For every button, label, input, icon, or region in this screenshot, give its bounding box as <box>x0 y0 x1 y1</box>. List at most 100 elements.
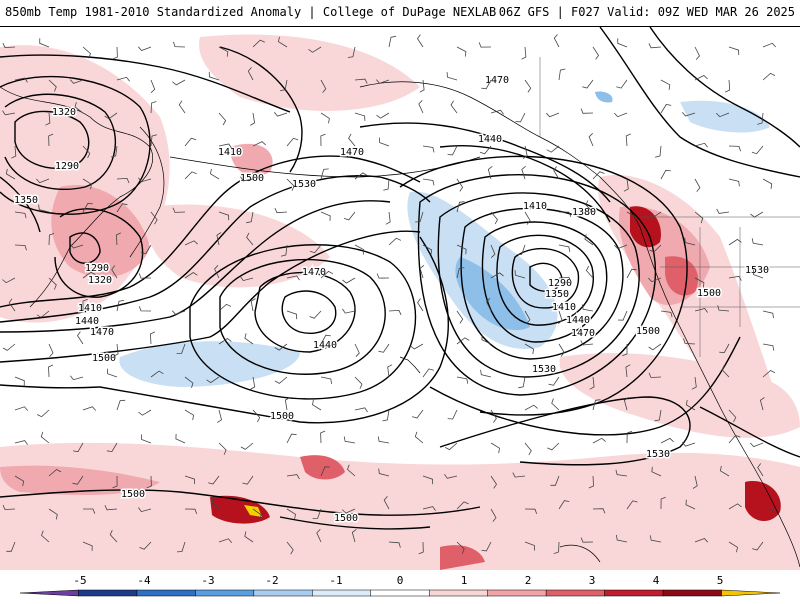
wind-barb <box>83 508 96 514</box>
wind-barb <box>660 496 666 510</box>
colorbar-tick-label: 3 <box>589 574 596 587</box>
wind-barb <box>377 436 390 444</box>
contour-southwest-1500 <box>0 384 101 389</box>
anomaly-cold-north-spot <box>595 91 613 103</box>
colorbar-tick-label: 0 <box>397 574 404 587</box>
wind-barb <box>694 211 704 224</box>
wind-barb <box>553 34 560 48</box>
wind-barb <box>456 267 465 279</box>
map-title: 850mb Temp 1981-2010 Standardized Anomal… <box>5 5 497 19</box>
wind-barb <box>546 112 560 118</box>
wind-barb <box>553 541 560 554</box>
wind-barb <box>210 168 220 180</box>
wind-barb <box>759 397 765 411</box>
contour-label: 1350 <box>545 289 569 300</box>
wind-barb <box>82 202 93 213</box>
wind-barb <box>490 508 497 522</box>
wind-barb <box>512 472 526 478</box>
wind-barb <box>685 499 696 510</box>
contour-label: 1530 <box>292 179 316 190</box>
weather-map[interactable]: 1320 1290 1350 1410 1500 1470 1530 1290 1320 1410… <box>0 27 800 570</box>
contour-east-low-1410 <box>460 207 624 360</box>
wind-barb <box>218 112 227 126</box>
wind-barb <box>626 211 637 223</box>
contour-nw-low <box>69 232 101 264</box>
contour-label: 1410 <box>78 303 102 314</box>
wind-barb <box>648 372 662 378</box>
colorbar-segments <box>19 589 781 597</box>
wind-barb <box>762 42 776 48</box>
wind-barb <box>558 244 571 252</box>
wind-barb <box>648 43 662 49</box>
wind-barb <box>112 475 118 489</box>
wind-barb <box>206 376 220 384</box>
wind-barb <box>550 475 560 486</box>
contour-west-band-1500 <box>0 230 421 363</box>
wind-barb <box>82 178 92 190</box>
contour-southeast-ridge-1530 <box>439 396 691 466</box>
colorbar-tick-label: -3 <box>201 574 214 587</box>
wind-barb <box>418 100 424 114</box>
wind-barb <box>320 168 329 180</box>
contour-east-low-1380 <box>481 221 608 343</box>
wind-barb <box>378 343 390 353</box>
wind-barb <box>244 333 254 345</box>
wind-barb <box>383 178 390 191</box>
wind-barb <box>588 133 594 147</box>
wind-barb <box>104 505 118 511</box>
wind-barb <box>379 137 390 147</box>
contour-label: 1410 <box>523 201 547 212</box>
contour-east-band-1530 <box>429 336 741 436</box>
wind-barb <box>316 529 322 543</box>
wind-barb <box>36 310 50 318</box>
wind-barb <box>242 475 254 485</box>
wind-barb <box>342 508 356 514</box>
wind-barb <box>626 268 637 279</box>
wind-barb <box>376 273 390 279</box>
colorbar-segment <box>487 589 547 597</box>
wind-barb <box>694 75 708 81</box>
map-header: 850mb Temp 1981-2010 Standardized Anomal… <box>0 0 800 27</box>
contour-label: 1350 <box>14 195 38 206</box>
wind-barb <box>280 79 288 92</box>
wind-barb <box>660 169 671 180</box>
wind-barb <box>515 112 526 123</box>
wind-barb <box>320 376 332 384</box>
contour-label: 1530 <box>745 265 769 276</box>
wind-barb <box>250 376 256 390</box>
wind-barb <box>250 298 256 312</box>
wind-barb <box>208 475 220 485</box>
colorbar-segment <box>428 589 488 597</box>
wind-barb <box>654 409 662 422</box>
colorbar-segment <box>253 589 313 597</box>
wind-barb <box>273 111 288 117</box>
wind-barb <box>614 244 628 250</box>
wind-barb <box>208 71 220 81</box>
contour-central-high-outermost <box>189 244 417 400</box>
wind-barb <box>456 541 465 554</box>
wind-barb <box>69 243 84 249</box>
contour-label: 1410 <box>552 302 576 313</box>
wind-barb <box>524 442 532 456</box>
wind-barb <box>348 133 356 147</box>
wind-barb <box>383 496 390 510</box>
wind-barb <box>728 409 737 423</box>
wind-barb <box>70 79 84 84</box>
wind-barb <box>39 38 50 48</box>
wind-barb <box>444 442 458 451</box>
wind-barb <box>150 79 156 93</box>
wind-barb <box>48 79 57 92</box>
colorbar-tick-label: -2 <box>265 574 278 587</box>
contour-south-1500-b <box>279 516 431 530</box>
wind-barb <box>681 441 696 447</box>
wind-barb <box>149 331 156 345</box>
wind-barb <box>422 368 434 378</box>
wind-barb <box>716 208 730 214</box>
wind-barb <box>557 310 563 325</box>
wind-barb <box>716 112 730 118</box>
colorbar-tick-label: 4 <box>653 574 660 587</box>
wind-barb <box>412 409 424 419</box>
contour-central-high-outer <box>219 258 386 375</box>
wind-barb <box>725 79 731 93</box>
wind-barb <box>654 145 662 158</box>
